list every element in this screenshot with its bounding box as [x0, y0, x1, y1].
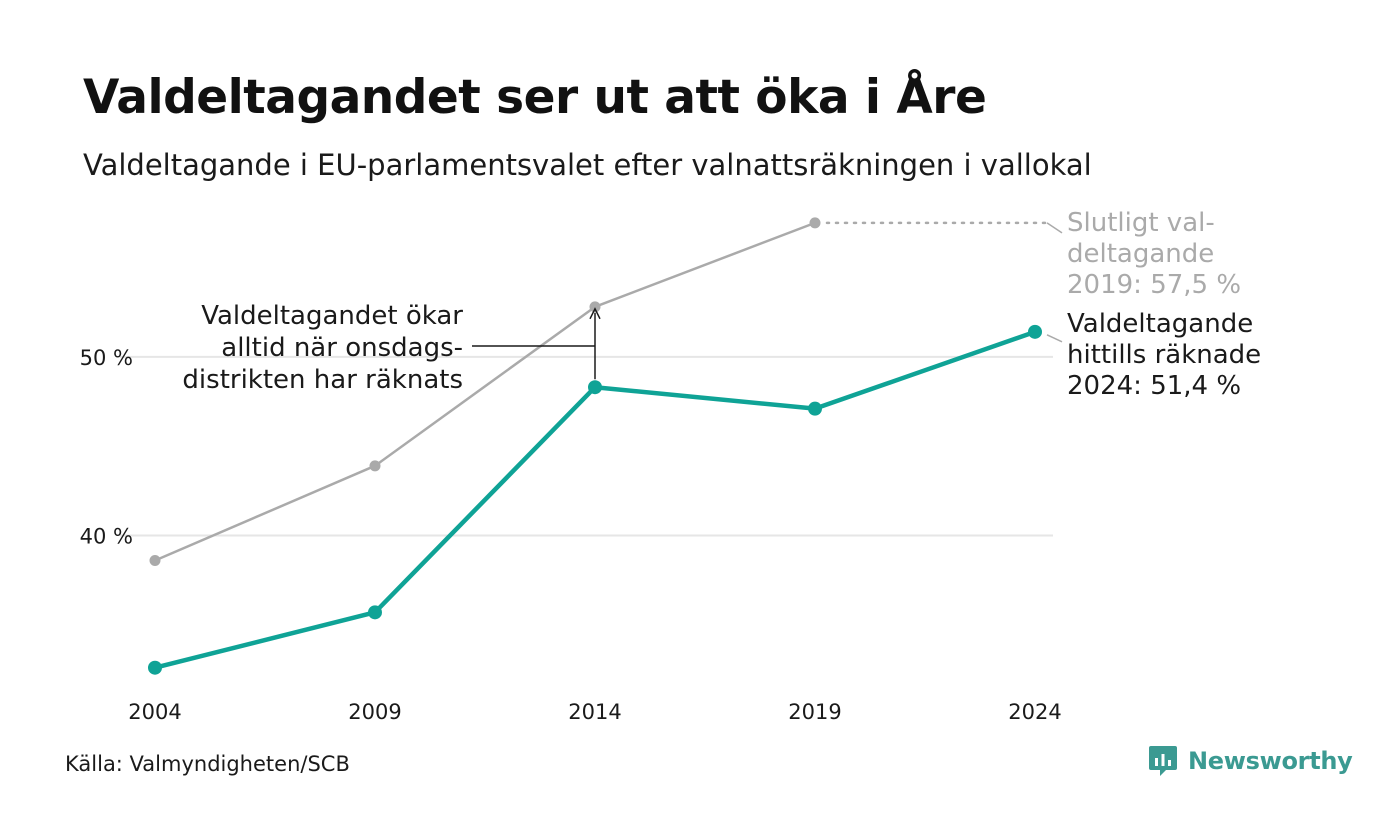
data-point-final [589, 301, 601, 313]
y-tick-label: 40 % [80, 525, 133, 549]
data-point-final [809, 217, 821, 229]
arrow-note: Valdeltagandet ökar alltid när onsdags-di… [182, 301, 463, 395]
data-point-counted [808, 401, 822, 416]
gray-end-label-line: 2019: 57,5 % [1067, 270, 1241, 300]
newsworthy-logo-icon [1149, 746, 1177, 776]
source-note: Källa: Valmyndigheten/SCB [65, 752, 350, 776]
chart-title: Valdeltagandet ser ut att öka i Åre [83, 70, 987, 125]
data-point-final [149, 555, 161, 567]
y-axis-ticks: 40 % 50 % [80, 346, 133, 549]
brand-name: Newsworthy [1188, 747, 1353, 775]
x-tick-label: 2004 [128, 700, 181, 724]
series [148, 217, 1047, 675]
series-line-final [154, 221, 816, 562]
data-point-final [369, 460, 381, 472]
annotations: Slutligt val-deltagande 2019: 57,5 %Valde… [182, 208, 1261, 401]
x-tick-label: 2019 [788, 700, 841, 724]
gray-end-label-line: Slutligt val- [1067, 208, 1215, 238]
teal-end-label: Valdeltagande hittills räknade 2024: 51,4 … [1067, 309, 1261, 401]
data-point-counted [1028, 324, 1042, 339]
data-point-counted [368, 605, 382, 620]
data-point-counted [148, 660, 162, 675]
y-tick-label: 50 % [80, 346, 133, 370]
teal-end-label-line: Valdeltagande [1067, 309, 1253, 339]
arrow-note-line: Valdeltagandet ökar [201, 301, 463, 331]
arrow-head-icon [589, 307, 601, 320]
gray-end-label-line: deltagande [1067, 239, 1214, 269]
x-tick-label: 2014 [568, 700, 621, 724]
x-axis-ticks: 2004 2009 2014 2019 2024 [128, 700, 1061, 724]
brand-logo[interactable]: Newsworthy [1148, 744, 1353, 778]
chart-subtitle: Valdeltagande i EU-parlamentsvalet efter… [83, 148, 1092, 182]
arrow-note-line: distrikten har räknats [182, 365, 463, 395]
data-point-counted [588, 380, 602, 395]
gray-label-leader [1046, 222, 1063, 234]
x-tick-label: 2009 [348, 700, 401, 724]
teal-end-label-line: 2024: 51,4 % [1067, 371, 1241, 401]
teal-end-label-line: hittills räknade [1067, 340, 1261, 370]
gray-end-label: Slutligt val-deltagande 2019: 57,5 % [1067, 208, 1241, 300]
arrow-note-line: alltid när onsdags- [221, 333, 463, 363]
gridlines [120, 355, 1053, 537]
x-tick-label: 2024 [1008, 700, 1061, 724]
teal-label-leader [1046, 334, 1063, 343]
